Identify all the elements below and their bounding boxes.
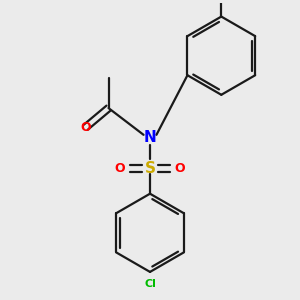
Text: O: O — [80, 121, 91, 134]
Text: O: O — [115, 162, 125, 175]
Text: Cl: Cl — [144, 279, 156, 289]
Text: N: N — [144, 130, 156, 145]
Text: O: O — [175, 162, 185, 175]
Text: S: S — [145, 161, 155, 176]
